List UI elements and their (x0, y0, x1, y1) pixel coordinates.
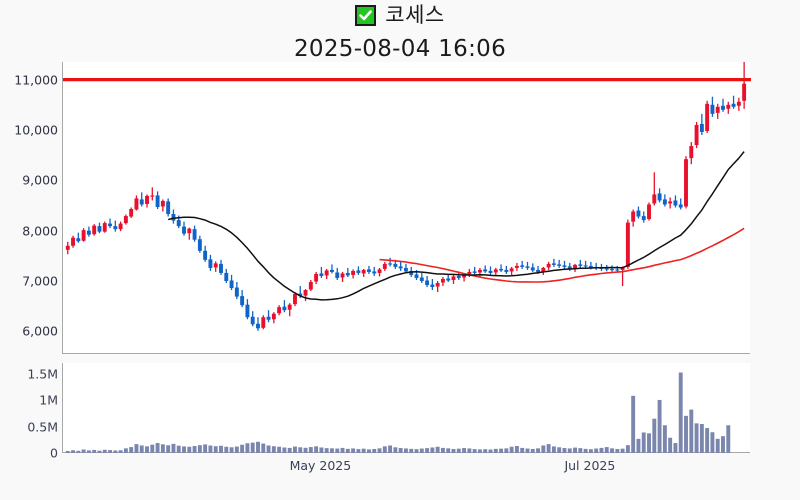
volume-chart-panel[interactable] (62, 363, 750, 453)
price-axis-tick: 10,000 (14, 122, 58, 138)
x-axis-tick: May 2025 (289, 458, 352, 473)
chart-header: 코세스 2025-08-04 16:06 (0, 0, 800, 61)
x-axis-tick: Jul 2025 (564, 458, 616, 473)
volume-axis-tick: 1M (39, 392, 58, 408)
price-axis-tick: 9,000 (22, 172, 58, 188)
volume-plot (65, 372, 731, 453)
volume-axis-tick: 0 (50, 445, 58, 461)
price-axis-tick: 11,000 (14, 72, 58, 88)
volume-axis-tick: 1.5M (27, 366, 58, 382)
price-axis-tick: 8,000 (22, 223, 58, 239)
timestamp-label: 2025-08-04 16:06 (293, 36, 507, 62)
volume-axis-tick: 0.5M (27, 419, 58, 435)
checked-checkbox-icon[interactable] (355, 4, 377, 26)
price-axis-tick: 7,000 (22, 273, 58, 289)
price-chart-panel[interactable] (62, 62, 751, 354)
page-title: 코세스 (385, 2, 445, 27)
candlestick-plot (63, 62, 751, 331)
title-row: 코세스 (0, 0, 800, 30)
price-axis-tick: 6,000 (22, 323, 58, 339)
